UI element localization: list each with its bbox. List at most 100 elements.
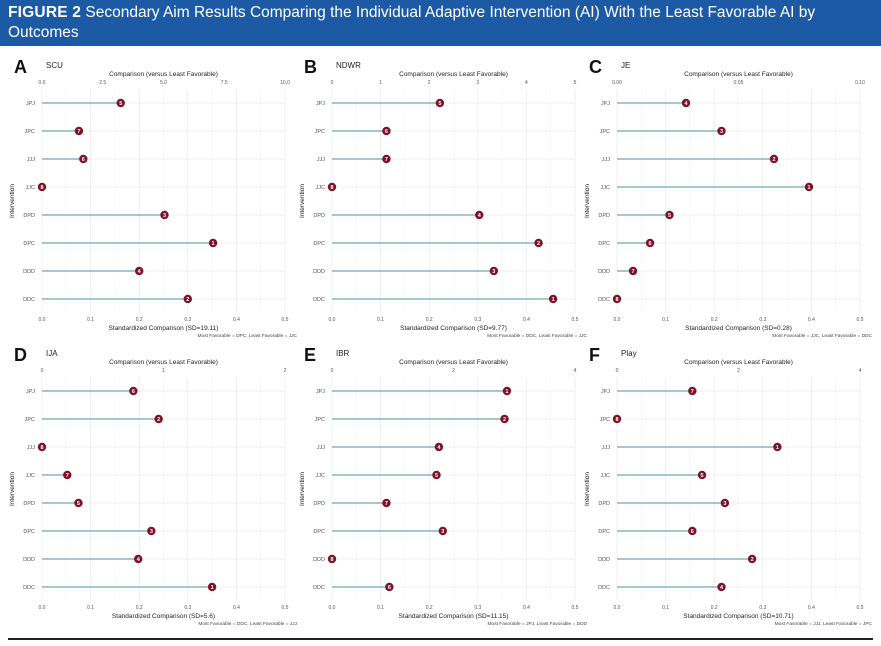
top-tick-label: 0.0 xyxy=(39,80,46,86)
lollipop-point xyxy=(697,470,707,480)
rank-label: 5 xyxy=(668,213,671,219)
lollipop-point xyxy=(74,498,83,508)
panel-title: IJA xyxy=(46,349,58,358)
lollipop-point xyxy=(435,98,445,108)
panel-letter: A xyxy=(14,57,27,77)
category-label: JPC xyxy=(25,417,35,423)
top-tick-label: 10.0 xyxy=(280,80,290,86)
rank-label: 3 xyxy=(720,129,723,135)
rank-label: 1 xyxy=(552,297,555,303)
top-tick-label: 2 xyxy=(428,80,431,86)
category-label: JPJ xyxy=(601,101,610,107)
figure-caption: Secondary Aim Results Comparing the Indi… xyxy=(8,4,816,41)
bottom-tick-label: 0.4 xyxy=(808,605,815,611)
top-tick-label: 2 xyxy=(284,368,287,374)
category-label: DDD xyxy=(313,557,325,563)
panel-letter: F xyxy=(589,345,600,365)
bottom-tick-label: 0.5 xyxy=(282,605,289,611)
rank-label: 5 xyxy=(435,473,438,479)
lollipop-point xyxy=(79,154,88,164)
panel-footnote: Most Favorable = DPC, Least Favorable = … xyxy=(198,333,298,339)
category-label: DDD xyxy=(598,269,610,275)
category-label: JJJ xyxy=(27,445,36,451)
top-tick-label: 0.05 xyxy=(734,80,744,86)
top-tick-label: 0 xyxy=(41,368,44,374)
panel-footnote: Most Favorable = DDC, Least Favorable = … xyxy=(198,621,297,627)
bottom-tick-label: 0.5 xyxy=(572,605,579,611)
bottom-tick-label: 0.1 xyxy=(87,317,94,323)
lollipop-point xyxy=(154,414,163,424)
bottom-tick-label: 0.2 xyxy=(136,605,143,611)
top-tick-label: 7.5 xyxy=(221,80,228,86)
bottom-tick-label: 0.2 xyxy=(426,605,433,611)
bottom-tick-label: 0.4 xyxy=(523,317,530,323)
category-label: JJC xyxy=(26,185,36,191)
lollipop-point xyxy=(385,582,394,592)
category-label: DPC xyxy=(598,529,610,535)
category-label: DDC xyxy=(313,297,325,303)
figure-header: FIGURE 2 Secondary Aim Results Comparing… xyxy=(0,0,881,46)
lollipop-point xyxy=(612,414,622,424)
y-axis-label: Intervention xyxy=(584,472,591,506)
bottom-tick-label: 0.0 xyxy=(329,605,336,611)
y-axis-label: Intervention xyxy=(584,184,591,218)
chart-panel-e: E IBR Comparison (versus Least Favorable) 0… xyxy=(299,345,588,627)
category-label: JPC xyxy=(315,129,325,135)
bottom-tick-label: 0.2 xyxy=(711,317,718,323)
lollipop-point xyxy=(37,182,47,192)
bottom-axis-label: Standardized Comparison (SD=9.77) xyxy=(400,325,507,332)
bottom-tick-label: 0.1 xyxy=(662,317,669,323)
rank-label: 7 xyxy=(385,501,388,507)
top-tick-label: 5 xyxy=(574,80,577,86)
rank-label: 7 xyxy=(691,389,694,395)
chart-panel-c: C JE Comparison (versus Least Favorable) 0.… xyxy=(584,57,873,339)
lollipop-point xyxy=(434,442,444,452)
panel-footnote: Most Favorable = JPJ, Least Favorable = … xyxy=(488,621,588,627)
rank-label: 3 xyxy=(723,501,726,507)
panel-letter: E xyxy=(304,345,316,365)
category-label: JPC xyxy=(600,129,610,135)
bottom-axis-label: Standardized Comparison (SD=10.71) xyxy=(683,613,793,620)
lollipop-point xyxy=(747,554,757,564)
lollipop-point xyxy=(773,442,782,452)
top-tick-label: 3 xyxy=(476,80,479,86)
category-label: JPC xyxy=(25,129,35,135)
category-label: JJC xyxy=(316,473,326,479)
rank-label: 7 xyxy=(385,157,388,163)
rank-label: 8 xyxy=(615,297,618,303)
top-tick-label: 1 xyxy=(162,368,165,374)
category-label: DDC xyxy=(313,585,325,591)
category-label: JJJ xyxy=(602,445,611,451)
category-label: JPJ xyxy=(601,389,610,395)
lollipop-point xyxy=(207,582,217,592)
panel-letter: B xyxy=(304,57,317,77)
bottom-tick-label: 0.3 xyxy=(759,605,766,611)
category-label: DDD xyxy=(313,269,325,275)
lollipop-point xyxy=(432,470,441,480)
lollipop-point xyxy=(327,554,337,564)
panel-title: SCU xyxy=(46,61,63,70)
lollipop-point xyxy=(500,414,509,424)
lollipop-point xyxy=(37,442,47,452)
lollipop-point xyxy=(382,154,391,164)
lollipop-point xyxy=(63,470,72,480)
rank-label: 7 xyxy=(77,129,80,135)
category-label: DDD xyxy=(23,269,35,275)
lollipop-point xyxy=(665,210,674,220)
rank-label: 4 xyxy=(137,557,141,563)
category-label: JPJ xyxy=(26,389,35,395)
rank-label: 1 xyxy=(776,445,779,451)
panel-letter: D xyxy=(14,345,27,365)
category-label: DDD xyxy=(23,557,35,563)
lollipop-point xyxy=(129,386,138,396)
rank-label: 3 xyxy=(150,529,153,535)
category-label: DPD xyxy=(598,501,610,507)
top-axis-label: Comparison (versus Least Favorable) xyxy=(684,359,793,366)
y-axis-label: Intervention xyxy=(9,184,16,218)
category-label: DPC xyxy=(23,241,35,247)
bottom-axis-label: Standardized Comparison (SD=0.28) xyxy=(685,325,792,332)
bottom-tick-label: 0.0 xyxy=(614,605,621,611)
bottom-tick-label: 0.2 xyxy=(711,605,718,611)
lollipop-point xyxy=(717,126,726,136)
category-label: DPC xyxy=(313,241,325,247)
